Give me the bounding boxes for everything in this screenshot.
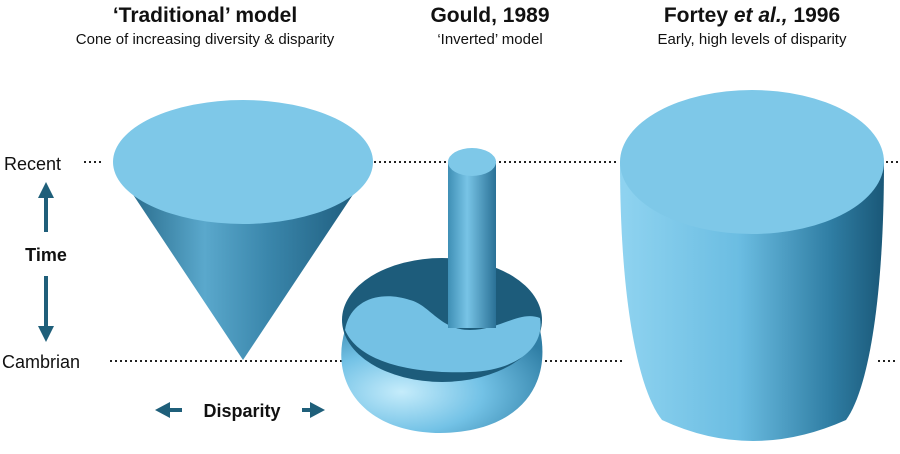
model-title: ‘Traditional’ model [113,4,297,27]
title-part: 1996 [788,4,841,27]
model-subtitle: ‘Inverted’ model [437,31,542,48]
model-subtitle: Early, high levels of disparity [658,31,847,48]
title-part: et al., [734,4,788,27]
inverted-shape [341,148,543,433]
model-title: Fortey et al., 1996 [664,4,840,27]
cambrian-label: Cambrian [2,352,80,372]
title-part: Fortey [664,4,734,27]
recent-label: Recent [4,154,61,174]
model-title: Gould, 1989 [430,4,549,27]
cone [113,100,373,360]
disparity-label: Disparity [203,401,280,421]
arrows [38,182,325,418]
cylinder [620,90,884,441]
time-label: Time [25,245,67,265]
model-subtitle: Cone of increasing diversity & disparity [76,31,335,48]
